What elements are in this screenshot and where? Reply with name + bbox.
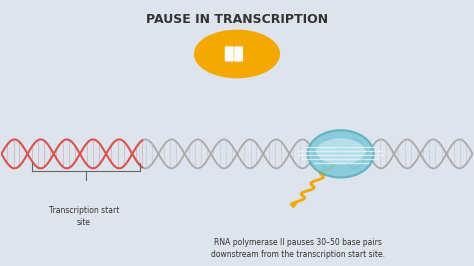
FancyBboxPatch shape: [234, 46, 243, 62]
Text: PAUSE IN TRANSCRIPTION: PAUSE IN TRANSCRIPTION: [146, 13, 328, 26]
Text: Transcription start
site: Transcription start site: [49, 206, 119, 227]
Ellipse shape: [316, 138, 365, 164]
Text: RNA polymerase II pauses 30–50 base pairs
downstream from the transcription star: RNA polymerase II pauses 30–50 base pair…: [211, 238, 385, 259]
Ellipse shape: [308, 130, 374, 177]
FancyBboxPatch shape: [225, 46, 234, 62]
Circle shape: [195, 30, 279, 78]
